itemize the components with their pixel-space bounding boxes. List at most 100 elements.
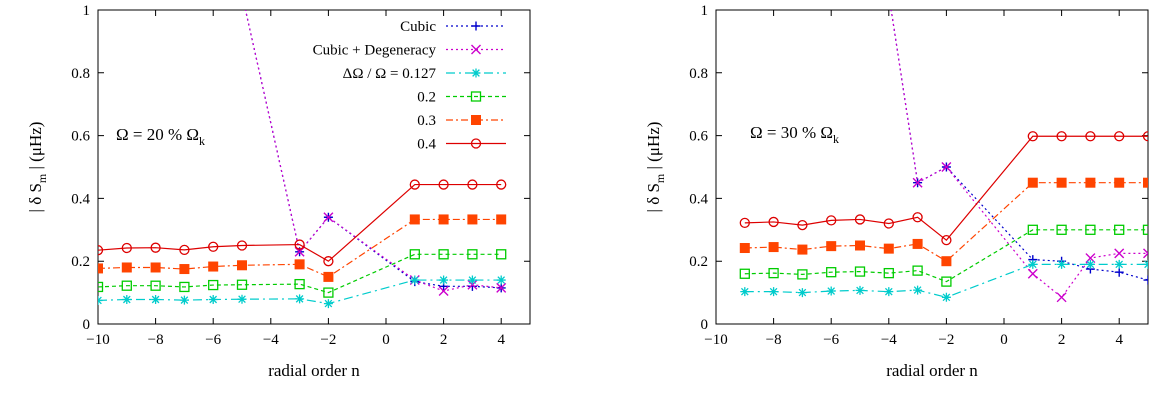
data-point [1027, 131, 1038, 142]
data-point [151, 295, 161, 305]
data-point [1114, 267, 1124, 277]
x-tick-label: 2 [440, 332, 448, 348]
data-point [1027, 177, 1038, 188]
series-line [744, 135, 1148, 241]
data-point [740, 287, 750, 297]
data-point [797, 288, 807, 298]
data-point [1143, 275, 1148, 285]
data-point [1085, 177, 1096, 188]
data-point [941, 256, 952, 267]
data-point [121, 262, 132, 273]
data-point [768, 216, 779, 228]
data-point [294, 239, 305, 250]
data-point [208, 261, 219, 272]
data-point [439, 275, 449, 285]
data-point [912, 265, 923, 276]
data-point [826, 241, 837, 252]
y-tick-label: 0.8 [71, 66, 90, 82]
x-tick-label: −4 [263, 332, 279, 348]
x-tick-label: −8 [148, 332, 164, 348]
data-point [883, 243, 894, 254]
data-point [409, 214, 420, 225]
data-point [797, 269, 808, 280]
data-point [739, 217, 750, 229]
x-tick-label: −4 [881, 332, 897, 348]
x-axis-label: radial order n [268, 361, 360, 380]
data-point [855, 240, 865, 251]
data-point [1057, 259, 1067, 269]
legend-marker [471, 68, 481, 78]
data-point [826, 267, 837, 278]
data-point [323, 299, 333, 309]
data-point [854, 214, 866, 225]
y-tick-label: 0 [83, 317, 91, 333]
data-point [208, 241, 219, 252]
data-point [496, 275, 506, 285]
data-point [826, 286, 836, 296]
data-point [1143, 248, 1148, 259]
data-point [237, 260, 247, 271]
data-point [739, 268, 750, 279]
x-axis-label: radial order n [886, 361, 978, 380]
data-point [912, 212, 923, 223]
x-tick-label: 2 [1058, 332, 1066, 348]
y-tick-label: 0.8 [689, 66, 708, 82]
data-point [1114, 224, 1125, 235]
series-line [98, 279, 502, 305]
data-point [768, 267, 779, 279]
data-point [438, 179, 449, 190]
data-point [294, 246, 305, 257]
x-tick-label: −6 [205, 332, 221, 348]
data-point [121, 280, 132, 291]
data-point [883, 218, 894, 229]
data-point [323, 271, 334, 282]
data-point [496, 179, 507, 190]
data-point [150, 262, 161, 273]
x-tick-label: −2 [938, 332, 954, 348]
data-layer [98, 10, 507, 309]
data-point [208, 279, 219, 291]
legend-label: ΔΩ / Ω = 0.127 [343, 66, 437, 82]
data-point [1114, 259, 1124, 269]
legend-label: Cubic [400, 19, 436, 35]
data-point [496, 249, 507, 260]
data-point [769, 287, 779, 297]
data-point [1085, 224, 1096, 235]
data-point [1143, 177, 1148, 188]
data-point [150, 280, 161, 291]
y-tick-label: 1 [701, 3, 709, 19]
x-tick-label: −8 [766, 332, 782, 348]
data-point [236, 279, 248, 290]
y-tick-label: 1 [83, 3, 91, 19]
y-tick-label: 0 [701, 317, 709, 333]
data-point [1142, 131, 1148, 142]
panel-2: −10 −8 −6 −4 −2 0 2 4 0 0.2 0.4 0.6 0.8 1 radial order… [644, 3, 1149, 380]
data-point [941, 292, 951, 302]
data-point [826, 215, 837, 226]
data-point [294, 259, 305, 270]
x-tick-label: −6 [823, 332, 839, 348]
plot-frame [97, 9, 531, 325]
y-axis-label: | δ Sm | (μHz) [26, 122, 49, 213]
data-point [409, 249, 420, 260]
y-tick-label: 0.2 [689, 254, 708, 270]
data-point [179, 264, 190, 275]
series-line [890, 10, 1148, 299]
data-point [98, 245, 104, 256]
rotation-annotation: Ω = 30 % Ωk [750, 123, 839, 146]
x-tick-label: 0 [382, 332, 390, 348]
data-point [438, 214, 449, 225]
data-point [122, 295, 132, 305]
data-point [1085, 131, 1096, 142]
legend-label: Cubic + Degeneracy [313, 43, 437, 59]
data-point [1114, 177, 1125, 188]
data-point [467, 279, 478, 290]
data-point [179, 281, 190, 293]
data-point [1056, 224, 1067, 235]
legend-label: 0.2 [417, 90, 436, 106]
data-point [883, 267, 894, 279]
data-point [1056, 292, 1067, 303]
data-point [768, 242, 779, 253]
data-point [323, 212, 334, 223]
data-point [438, 286, 449, 297]
